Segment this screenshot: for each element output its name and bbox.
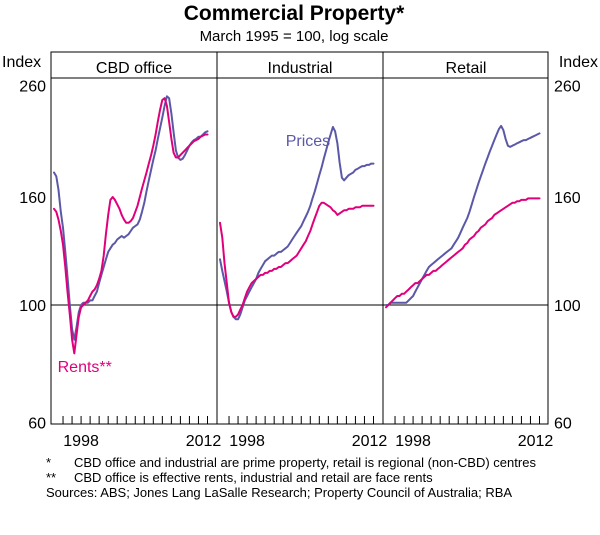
x-axis-tick-labels: 1998 2012 1998 2012 1998 2012: [63, 433, 553, 450]
y-axis-tick-labels: 60 60 100 100 160 160 260 260: [19, 78, 581, 432]
line-retail-rents: [385, 197, 541, 309]
chart-subtitle: March 1995 = 100, log scale: [200, 28, 389, 45]
y-tick-label-left-160: 160: [19, 190, 46, 207]
x-tick-label-p3-1998: 1998: [395, 433, 431, 450]
panel-labels: CBD office Industrial Retail: [96, 60, 487, 77]
x-axis-ticks: [62, 416, 540, 424]
line-industrial-rents: [219, 201, 375, 318]
panel-dividers: [216, 52, 384, 424]
sources-note: Sources: ABS; Jones Lang LaSalle Researc…: [46, 485, 586, 500]
y-axis-label-right: Index: [559, 54, 598, 71]
x-tick-label-p2-1998: 1998: [229, 433, 265, 450]
y-tick-label-left-60: 60: [28, 415, 46, 432]
footnote-2-mark: **: [46, 470, 57, 485]
x-tick-label-p2-2012: 2012: [352, 433, 388, 450]
y-tick-label-left-260: 260: [19, 78, 46, 95]
line-industrial-prices: [219, 126, 375, 321]
footnote-1-text: CBD office and industrial are prime prop…: [74, 455, 536, 470]
y-tick-label-right-160: 160: [554, 190, 581, 207]
panel-label-retail: Retail: [446, 60, 487, 77]
x-tick-label-p1-2012: 2012: [186, 433, 222, 450]
commercial-property-chart: Commercial Property* March 1995 = 100, l…: [2, 2, 598, 450]
y-tick-label-right-260: 260: [554, 78, 581, 95]
series-lines: [53, 95, 541, 355]
panel-label-industrial: Industrial: [268, 60, 333, 77]
footnote-2-text: CBD office is effective rents, industria…: [74, 470, 433, 485]
footnote-2: ** CBD office is effective rents, indust…: [46, 470, 586, 485]
line-cbd-office-rents: [53, 97, 209, 355]
series-label-rents: Rents**: [58, 359, 112, 376]
x-tick-label-p3-2012: 2012: [518, 433, 554, 450]
footnotes: * CBD office and industrial are prime pr…: [46, 455, 586, 500]
footnote-1: * CBD office and industrial are prime pr…: [46, 455, 586, 470]
y-tick-label-right-60: 60: [554, 415, 572, 432]
line-cbd-office-prices: [53, 95, 209, 341]
sources-text: Sources: ABS; Jones Lang LaSalle Researc…: [46, 485, 513, 500]
plot-frame: [50, 51, 549, 425]
panel-label-cbd-office: CBD office: [96, 60, 172, 77]
line-retail-prices: [385, 124, 541, 306]
gridlines: [51, 77, 548, 306]
footnote-1-mark: *: [46, 455, 52, 470]
y-axis-label-left: Index: [2, 54, 41, 71]
y-tick-label-right-100: 100: [554, 298, 581, 315]
x-tick-label-p1-1998: 1998: [63, 433, 99, 450]
y-tick-label-left-100: 100: [19, 298, 46, 315]
chart-title: Commercial Property*: [184, 2, 405, 25]
series-labels: Rents** Prices: [58, 133, 331, 376]
series-label-prices: Prices: [286, 133, 330, 150]
